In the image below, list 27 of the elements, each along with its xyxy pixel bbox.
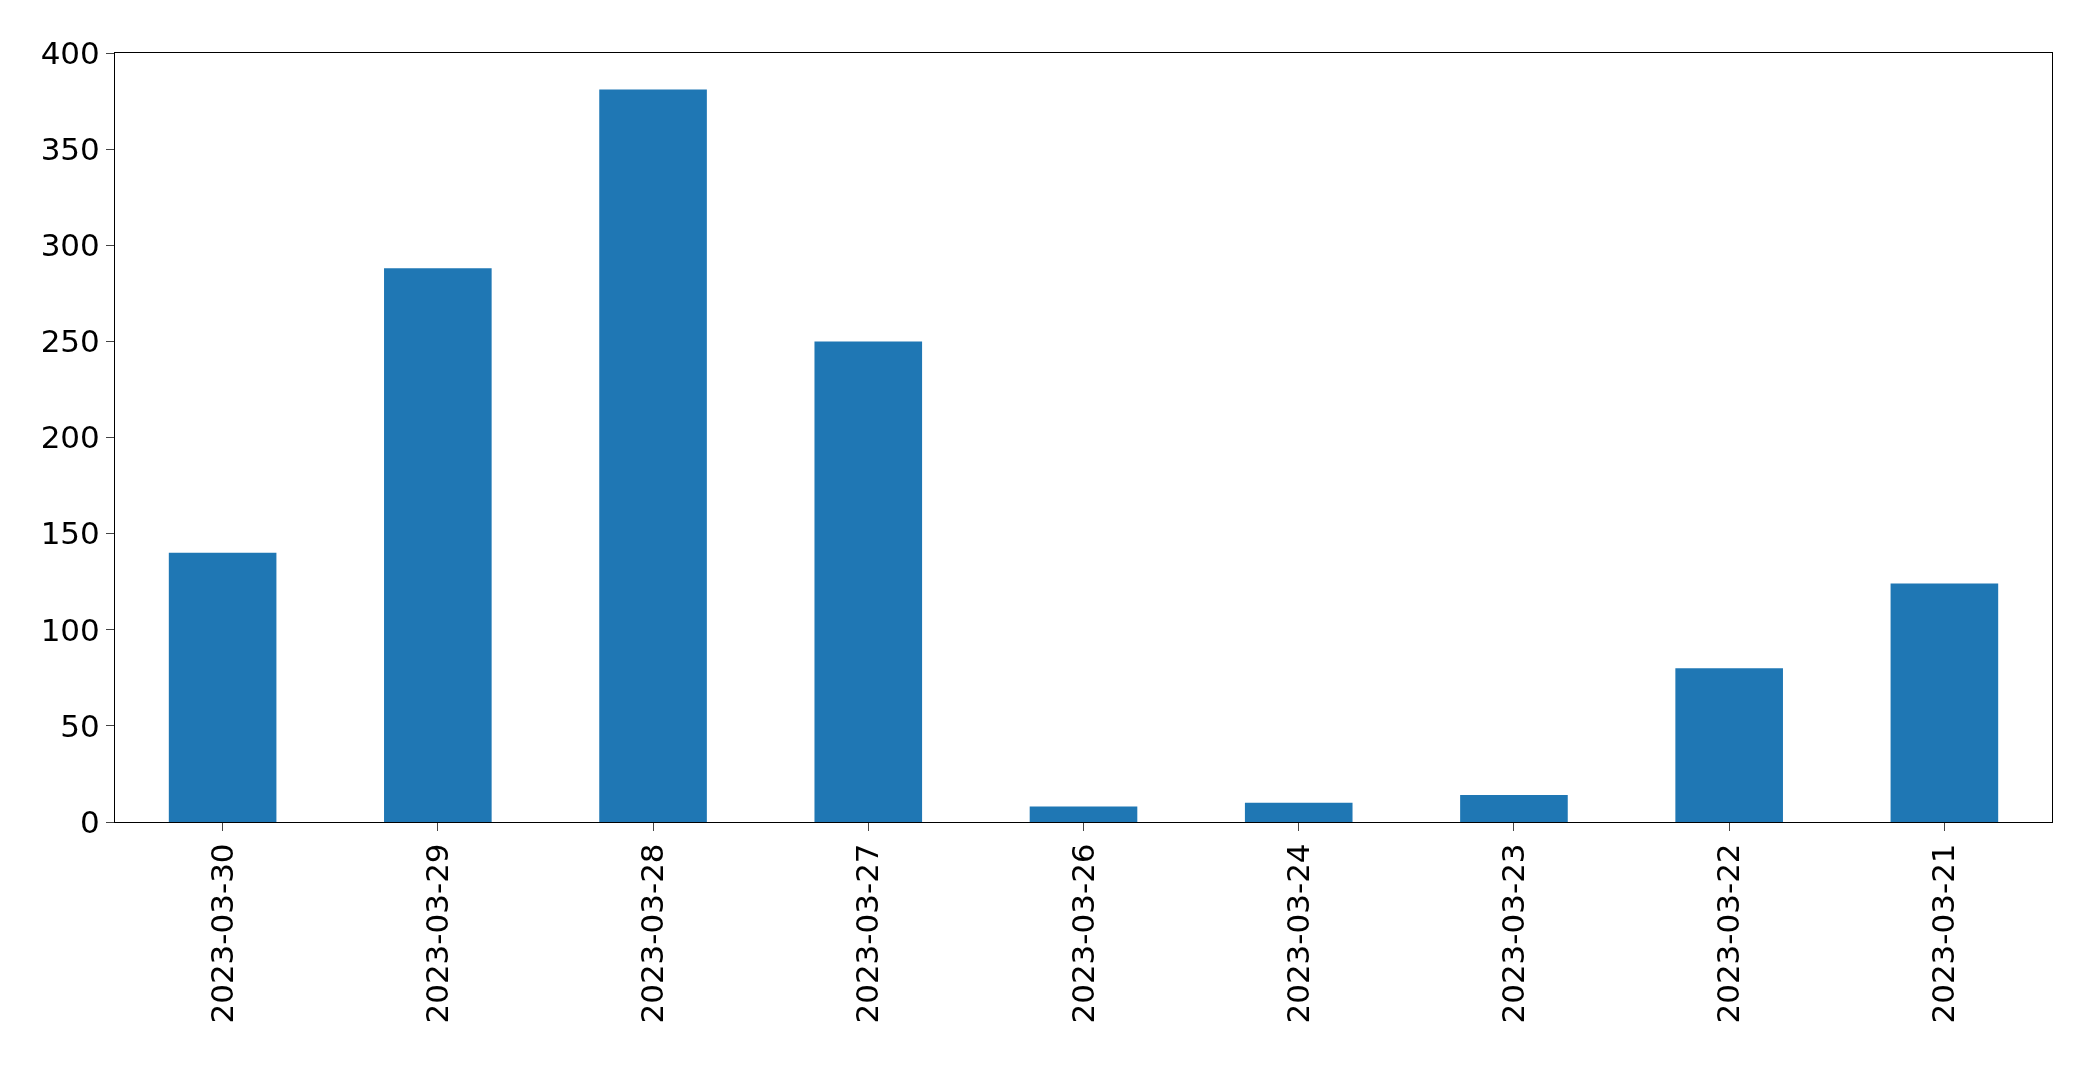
x-tick-label: 2023-03-29 (418, 843, 455, 1024)
bar (1890, 583, 1999, 822)
y-tick-label: 150 (40, 515, 100, 552)
y-tick-label: 250 (40, 323, 100, 360)
y-tick-label: 300 (40, 227, 100, 264)
x-tick-label: 2023-03-21 (1925, 843, 1962, 1024)
x-tick-label: 2023-03-26 (1064, 843, 1101, 1024)
y-tick-label: 50 (60, 707, 100, 744)
bar (1244, 802, 1353, 822)
x-tick-label: 2023-03-23 (1495, 843, 1532, 1024)
bar (1675, 668, 1783, 822)
y-tick-label: 400 (40, 34, 100, 71)
bar (1460, 795, 1568, 822)
x-tick-label: 2023-03-27 (849, 843, 886, 1024)
bar (168, 552, 277, 822)
bar (384, 268, 492, 822)
x-tick-label: 2023-03-30 (203, 843, 240, 1024)
y-tick-label: 100 (40, 611, 100, 648)
bar (599, 89, 707, 822)
bar (1029, 806, 1138, 822)
x-tick-label: 2023-03-28 (634, 843, 671, 1024)
y-tick-label: 350 (40, 130, 100, 167)
y-tick-label: 200 (40, 419, 100, 456)
x-tick-label: 2023-03-22 (1710, 843, 1747, 1024)
bar (814, 341, 923, 822)
y-tick-label: 0 (80, 803, 100, 840)
x-tick-label: 2023-03-24 (1279, 843, 1316, 1024)
